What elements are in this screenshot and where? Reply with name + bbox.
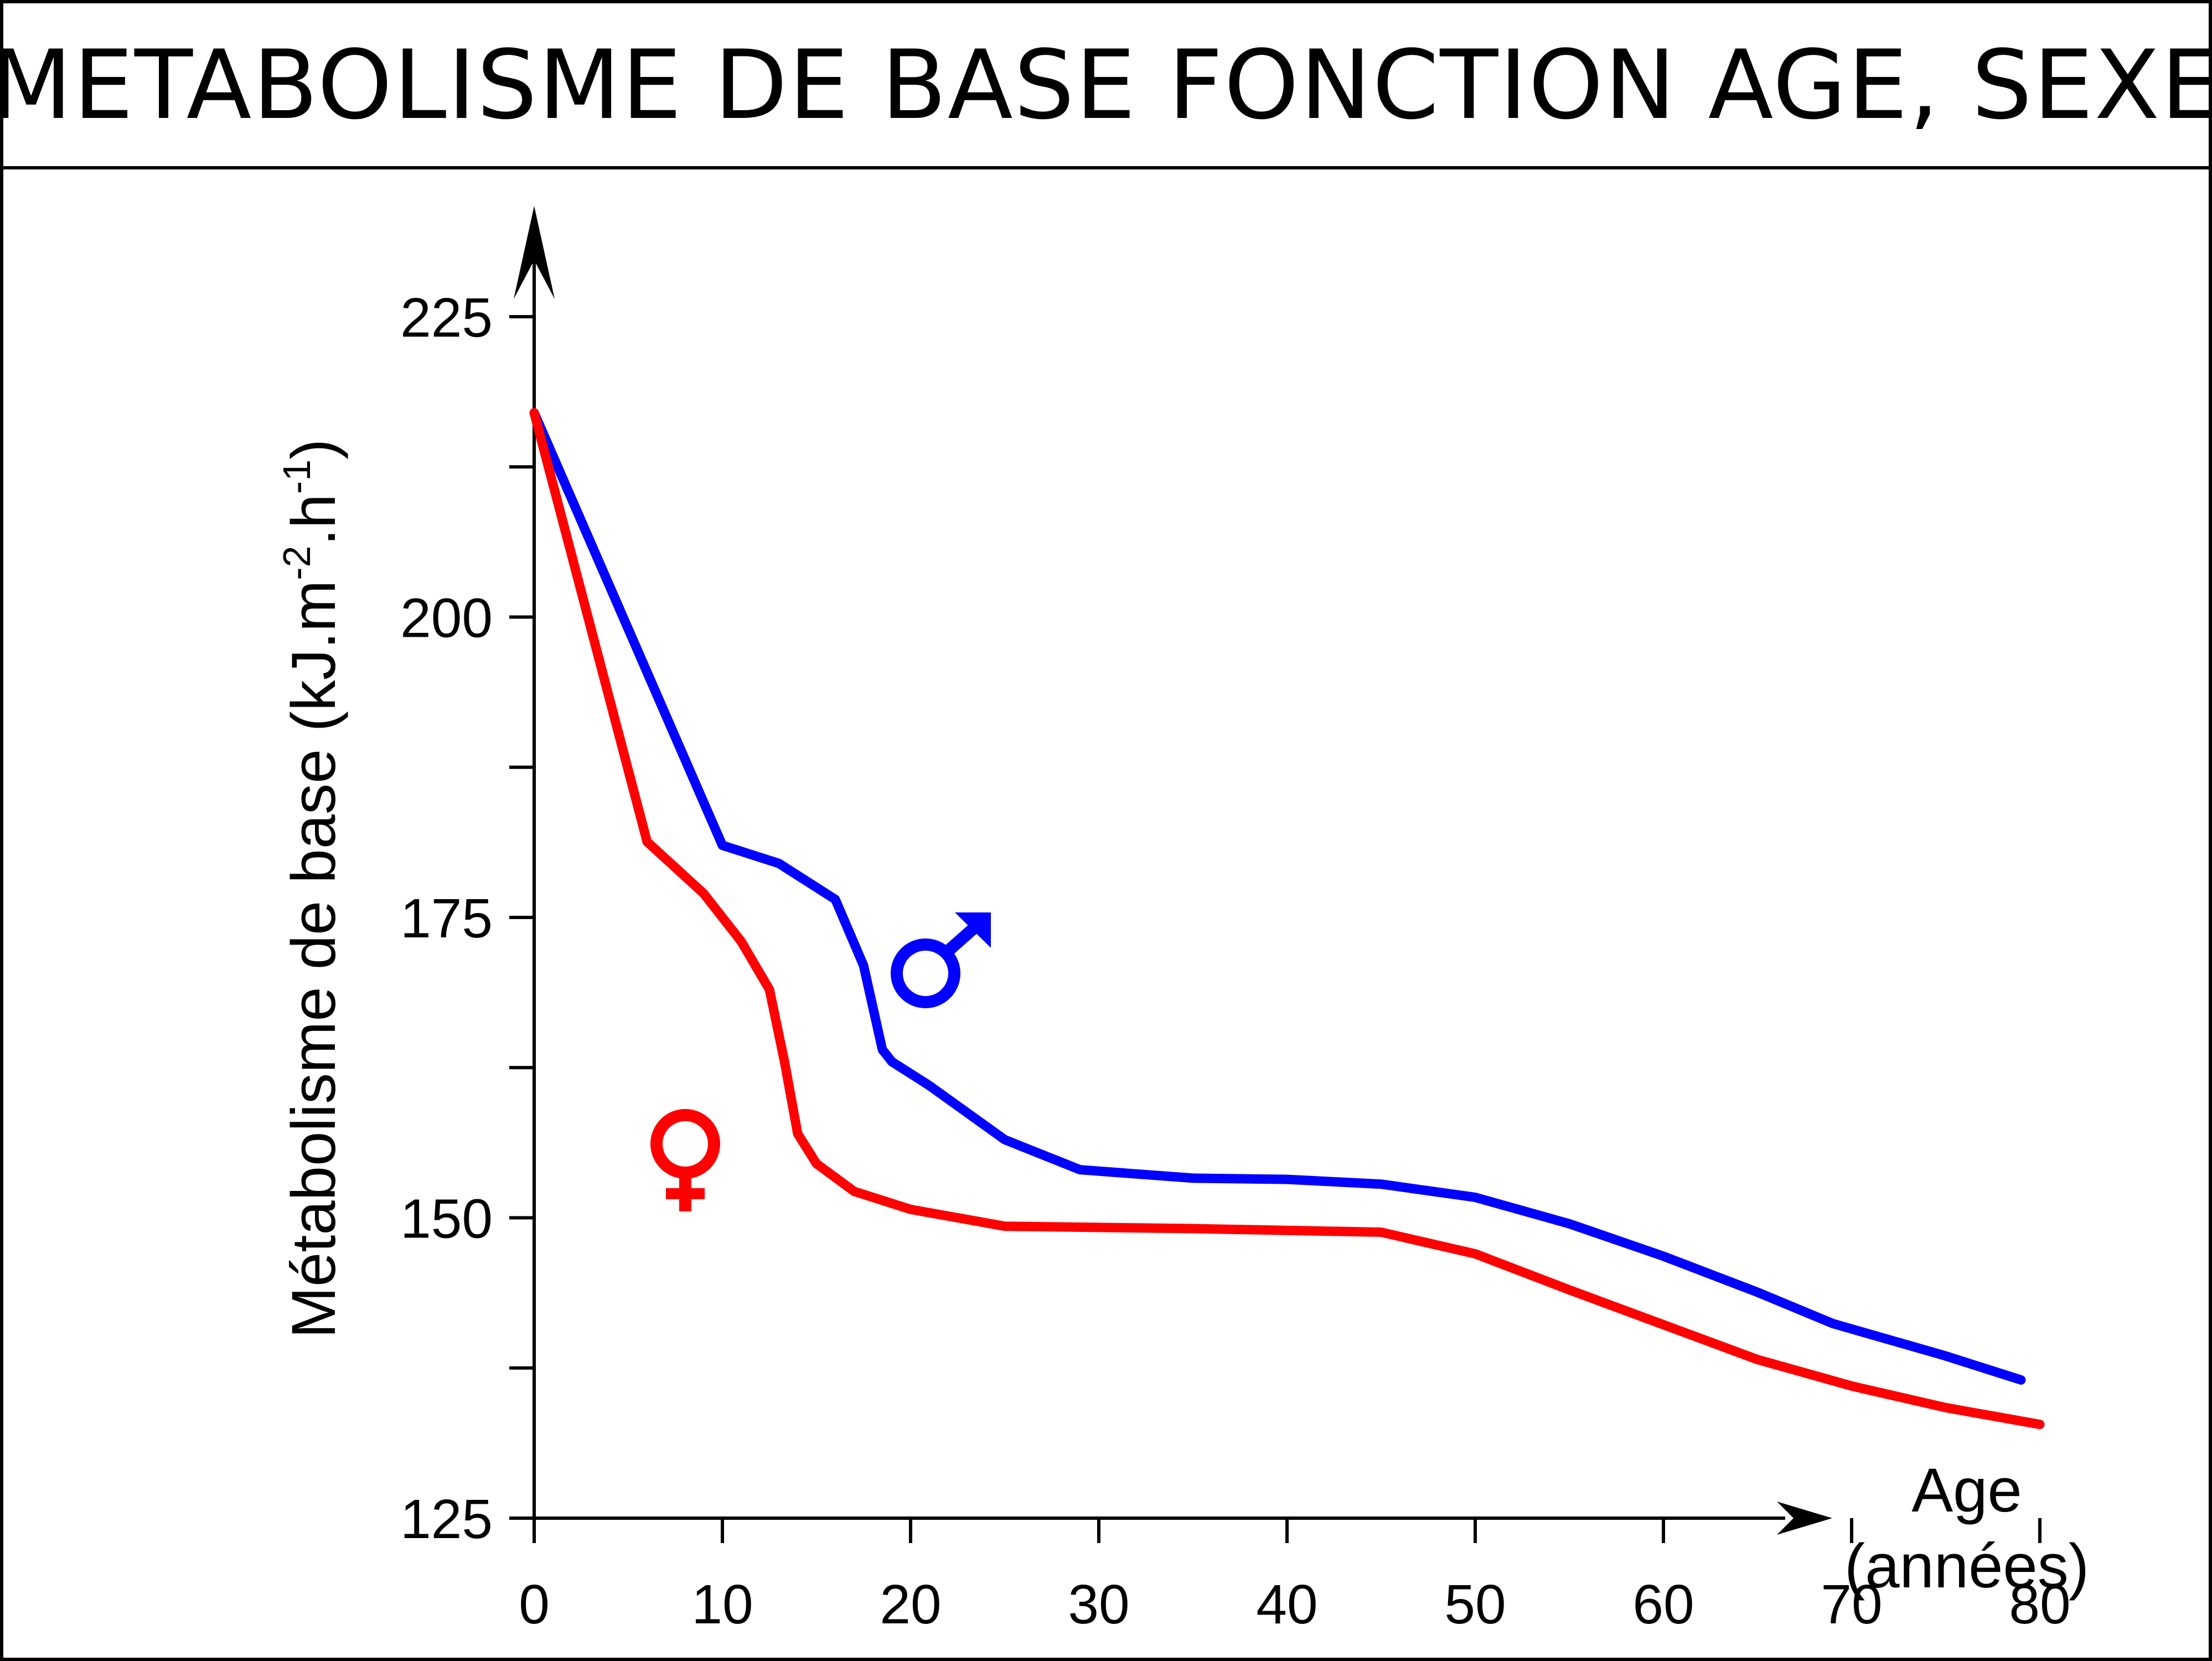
x-tick-label: 60 <box>1632 1574 1694 1636</box>
y-axis-label-exp2: -1 <box>275 460 318 494</box>
y-axis-label-main: Métabolisme de base (kJ.m <box>279 580 348 1338</box>
x-tick-label: 0 <box>519 1574 550 1636</box>
y-tick-label: 125 <box>400 1488 493 1550</box>
y-axis-label: Métabolisme de base (kJ.m-2.h-1) <box>275 439 348 1339</box>
x-axis-label-line1: Age <box>1911 1456 2022 1525</box>
x-tick-label: 40 <box>1256 1574 1317 1636</box>
x-ticks: 0 10 20 30 40 50 60 70 80 <box>519 1518 2071 1636</box>
title-band: METABOLISME DE BASE FONCTION AGE, SEXE <box>0 3 2212 169</box>
x-tick-label: 30 <box>1068 1574 1129 1636</box>
female-series-line <box>529 408 2045 1430</box>
male-symbol-icon <box>891 912 991 1008</box>
y-tick-label: 150 <box>400 1188 493 1250</box>
y-axis-label-end: ) <box>279 439 348 460</box>
y-axis-label-mid: .h <box>279 494 348 545</box>
x-axis-arrow-head <box>1777 1502 1832 1535</box>
x-tick-label: 20 <box>880 1574 941 1636</box>
series-layer <box>529 408 2045 1430</box>
y-axis-label-exp1: -2 <box>275 546 318 580</box>
y-tick-label: 225 <box>400 287 493 349</box>
x-tick-label: 10 <box>691 1574 753 1636</box>
y-tick-label: 175 <box>400 888 493 950</box>
female-symbol-icon <box>650 1109 720 1211</box>
chart-title: METABOLISME DE BASE FONCTION AGE, SEXE <box>0 29 2212 141</box>
y-axis-arrow-head <box>514 206 555 299</box>
y-tick-label: 200 <box>400 587 493 649</box>
x-tick-label: 50 <box>1444 1574 1506 1636</box>
y-ticks: 125 150 175 200 225 <box>400 287 534 1550</box>
x-tick-label: 80 <box>2009 1574 2070 1636</box>
male-series-line <box>529 408 2026 1385</box>
x-axis-label-line2: (années) <box>1844 1531 2089 1601</box>
x-tick-label: 70 <box>1821 1574 1882 1636</box>
